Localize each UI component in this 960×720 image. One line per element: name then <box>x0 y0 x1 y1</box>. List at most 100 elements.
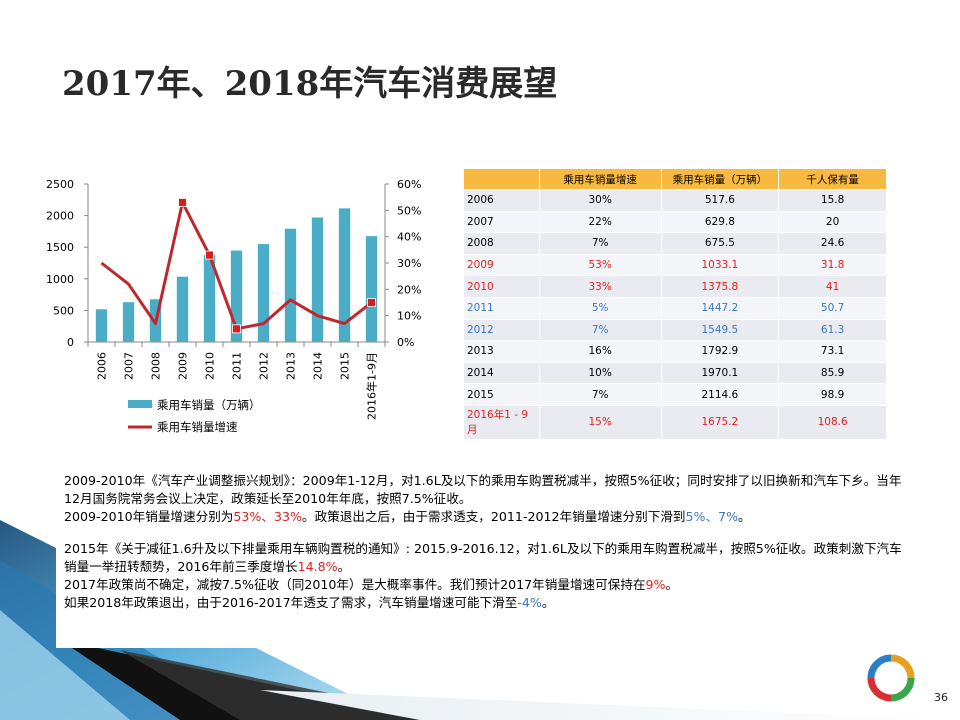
table-cell-year: 2011 <box>463 296 540 320</box>
left-tick-label: 500 <box>53 304 74 317</box>
table-cell-per1000: 20 <box>778 210 887 234</box>
text-span: 2009-2010年销量增速分别为 <box>64 509 234 524</box>
text-span: 2015年《关于减征1.6升及以下排量乘用车辆购置税的通知》: 2015.9-2… <box>64 541 902 574</box>
bar <box>284 228 297 342</box>
highlight-blue: 5%、7% <box>685 509 739 524</box>
sales-table: 乘用车销量增速 乘用车销量（万辆） 千人保有量 2006 30% 517.6 15.8… <box>463 168 887 440</box>
table-cell-year: 2010 <box>463 275 540 298</box>
page-number: 36 <box>934 691 948 704</box>
table-cell-growth: 7% <box>538 383 662 406</box>
table-cell-sales: 1675.2 <box>660 404 780 440</box>
table-cell-per1000: 41 <box>778 275 887 298</box>
highlight-red: 9% <box>645 577 666 592</box>
table-cell-sales: 517.6 <box>660 189 780 212</box>
x-tick-label: 2013 <box>285 352 298 380</box>
x-tick-label: 2010 <box>204 352 217 380</box>
bar <box>338 208 351 342</box>
table-cell-year: 2009 <box>463 253 540 277</box>
table-cell-per1000: 85.9 <box>778 361 887 385</box>
paragraph: 2017年政策尚不确定，减按7.5%征收（同2010年）是大概率事件。我们预计2… <box>64 576 908 594</box>
bar <box>95 309 108 342</box>
bar <box>203 255 216 342</box>
bar <box>122 302 135 342</box>
bar <box>365 236 378 342</box>
table-cell-year: 2006 <box>463 189 540 212</box>
table-cell-sales: 2114.6 <box>660 383 780 406</box>
table-cell-growth: 7% <box>538 232 662 255</box>
line-marker <box>205 250 214 260</box>
x-tick-label: 2011 <box>231 352 244 380</box>
table-cell-per1000: 61.3 <box>778 318 887 342</box>
table-cell-year: 2008 <box>463 232 540 255</box>
x-tick-label: 2009 <box>177 352 190 380</box>
line-marker <box>178 198 187 207</box>
left-tick-label: 2500 <box>46 178 74 191</box>
table-header-row: 乘用车销量增速 乘用车销量（万辆） 千人保有量 <box>463 168 887 190</box>
paragraph: 2015年《关于减征1.6升及以下排量乘用车辆购置税的通知》: 2015.9-2… <box>64 540 908 576</box>
table-cell-sales: 1549.5 <box>660 318 780 342</box>
x-tick-label: 2014 <box>312 352 325 380</box>
table-cell-sales: 1792.9 <box>660 340 780 363</box>
line-marker <box>367 298 376 307</box>
left-tick-label: 1500 <box>46 241 74 254</box>
table-row: 2014 10% 1970.1 85.9 <box>463 361 887 385</box>
legend-label-bar: 乘用车销量（万辆） <box>157 398 261 412</box>
slide-title: 2017年、2018年汽车消费展望 <box>62 64 558 104</box>
x-tick-label: 2008 <box>150 352 163 380</box>
text-span: 。 <box>337 559 351 574</box>
table-cell-growth: 16% <box>538 340 662 363</box>
right-tick-label: 50% <box>397 204 421 217</box>
table-row: 2007 22% 629.8 20 <box>463 210 887 234</box>
legend-label-line: 乘用车销量增速 <box>157 420 238 434</box>
table-row: 2009 53% 1033.1 31.8 <box>463 253 887 277</box>
x-tick-label: 2007 <box>123 352 136 380</box>
table-row: 2015 7% 2114.6 98.9 <box>463 383 887 406</box>
bar <box>257 244 270 342</box>
table-row: 2006 30% 517.6 15.8 <box>463 189 887 212</box>
x-tick-label: 2015 <box>339 352 352 380</box>
paragraph: 2009-2010年《汽车产业调整振兴规划》：2009年1-12月，对1.6L及… <box>64 472 908 508</box>
table-cell-year: 2014 <box>463 361 540 385</box>
highlight-blue: -4% <box>517 595 542 610</box>
table-cell-sales: 1375.8 <box>660 275 780 298</box>
right-tick-label: 0% <box>397 336 414 349</box>
text-span: 。 <box>665 577 679 592</box>
text-span: 。政策退出之后，由于需求透支，2011-2012年销量增速分别下滑到 <box>301 509 686 524</box>
table-header-cell: 乘用车销量增速 <box>538 168 662 190</box>
left-tick-label: 0 <box>67 336 74 349</box>
paragraph: 如果2018年政策退出，由于2016-2017年透支了需求，汽车销量增速可能下滑… <box>64 594 908 612</box>
text-span: 2017年政策尚不确定，减按7.5%征收（同2010年）是大概率事件。我们预计2… <box>64 577 646 592</box>
table-cell-growth: 30% <box>538 189 662 212</box>
x-tick-label: 2006 <box>96 352 109 380</box>
table-row: 2013 16% 1792.9 73.1 <box>463 340 887 363</box>
table-cell-sales: 1970.1 <box>660 361 780 385</box>
highlight-red: 53%、33% <box>233 509 302 524</box>
legend-swatch-bar <box>128 400 152 408</box>
table-cell-growth: 53% <box>538 253 662 277</box>
table-cell-growth: 7% <box>538 318 662 342</box>
table-cell-growth: 33% <box>538 275 662 298</box>
table-cell-per1000: 24.6 <box>778 232 887 255</box>
table-cell-year: 2007 <box>463 210 540 234</box>
bar <box>230 250 243 342</box>
right-tick-label: 20% <box>397 283 421 296</box>
table-cell-per1000: 50.7 <box>778 296 887 320</box>
line-marker <box>232 324 241 334</box>
x-tick-label: 2012 <box>258 352 271 380</box>
table-row: 2010 33% 1375.8 41 <box>463 275 887 298</box>
table-cell-per1000: 73.1 <box>778 340 887 363</box>
company-logo <box>867 654 915 702</box>
left-tick-label: 2000 <box>46 210 74 223</box>
table-cell-year: 2012 <box>463 318 540 342</box>
paragraph: 2009-2010年销量增速分别为53%、33%。政策退出之后，由于需求透支，2… <box>64 508 908 526</box>
left-tick-label: 1000 <box>46 273 74 286</box>
combo-chart: 0 500 1000 1500 2000 2500 0% 10% 20% 30% 40% 50% 60%… <box>46 178 421 434</box>
highlight-red: 14.8% <box>297 559 338 574</box>
bar <box>176 276 189 342</box>
table-cell-year: 2016年1 - 9月 <box>463 404 540 440</box>
table-cell-sales: 1447.2 <box>660 296 780 320</box>
table-cell-year: 2013 <box>463 340 540 363</box>
x-tick-label: 2016年1-9月 <box>365 352 379 420</box>
table-row: 2016年1 - 9月 15% 1675.2 108.6 <box>463 404 887 440</box>
commentary-textbox: 2009-2010年《汽车产业调整振兴规划》：2009年1-12月，对1.6L及… <box>56 468 916 648</box>
